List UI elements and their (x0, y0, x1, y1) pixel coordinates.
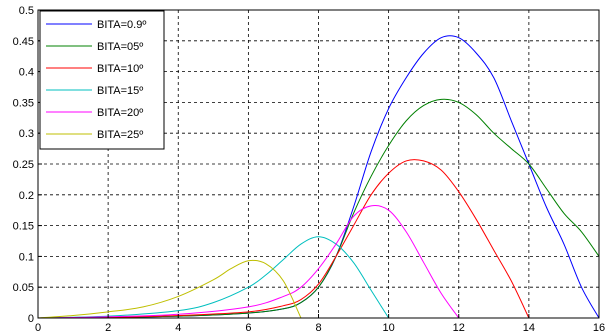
x-tick-label: 6 (245, 322, 251, 334)
y-tick-label: 0.05 (13, 282, 34, 294)
legend-label: BITA=10º (97, 63, 143, 75)
y-tick-label: 0 (28, 313, 34, 325)
series-line-5 (37, 259, 302, 319)
series-lines (37, 35, 600, 319)
x-tick-label: 12 (453, 322, 465, 334)
y-tick-label: 0.35 (13, 97, 34, 109)
legend: BITA=0.9º BITA=05º BITA=10º BITA=15º BITA=20… (39, 10, 165, 150)
y-tick-label: 0.1 (19, 251, 34, 263)
legend-box (39, 10, 165, 150)
y-tick-label: 0.25 (13, 159, 34, 171)
x-tick-label: 10 (383, 322, 395, 334)
series-line-1 (37, 98, 600, 319)
y-tick-label: 0.45 (13, 36, 34, 48)
axis-ticks: 0 2 4 6 8 10 12 14 16 0 0.05 0.1 0.15 0.2 0.25 0.3 0.35 0… (13, 5, 606, 334)
legend-label: BITA=05º (97, 41, 143, 53)
legend-label: BITA=25º (97, 129, 143, 141)
x-tick-label: 2 (105, 322, 111, 334)
series-line-3 (37, 236, 390, 319)
series-line-4 (37, 205, 460, 319)
y-tick-label: 0.3 (19, 128, 34, 140)
legend-label: BITA=20º (97, 107, 143, 119)
y-tick-label: 0.4 (19, 67, 34, 79)
series-line-2 (37, 159, 530, 319)
x-tick-label: 4 (175, 322, 181, 334)
x-tick-label: 8 (315, 322, 321, 334)
y-tick-label: 0.2 (19, 190, 34, 202)
legend-label: BITA=0.9º (97, 19, 146, 31)
legend-label: BITA=15º (97, 85, 143, 97)
y-tick-label: 0.5 (19, 5, 34, 17)
x-tick-label: 16 (593, 322, 605, 334)
x-tick-label: 14 (523, 322, 535, 334)
y-tick-label: 0.15 (13, 221, 34, 233)
x-tick-label: 0 (35, 322, 41, 334)
